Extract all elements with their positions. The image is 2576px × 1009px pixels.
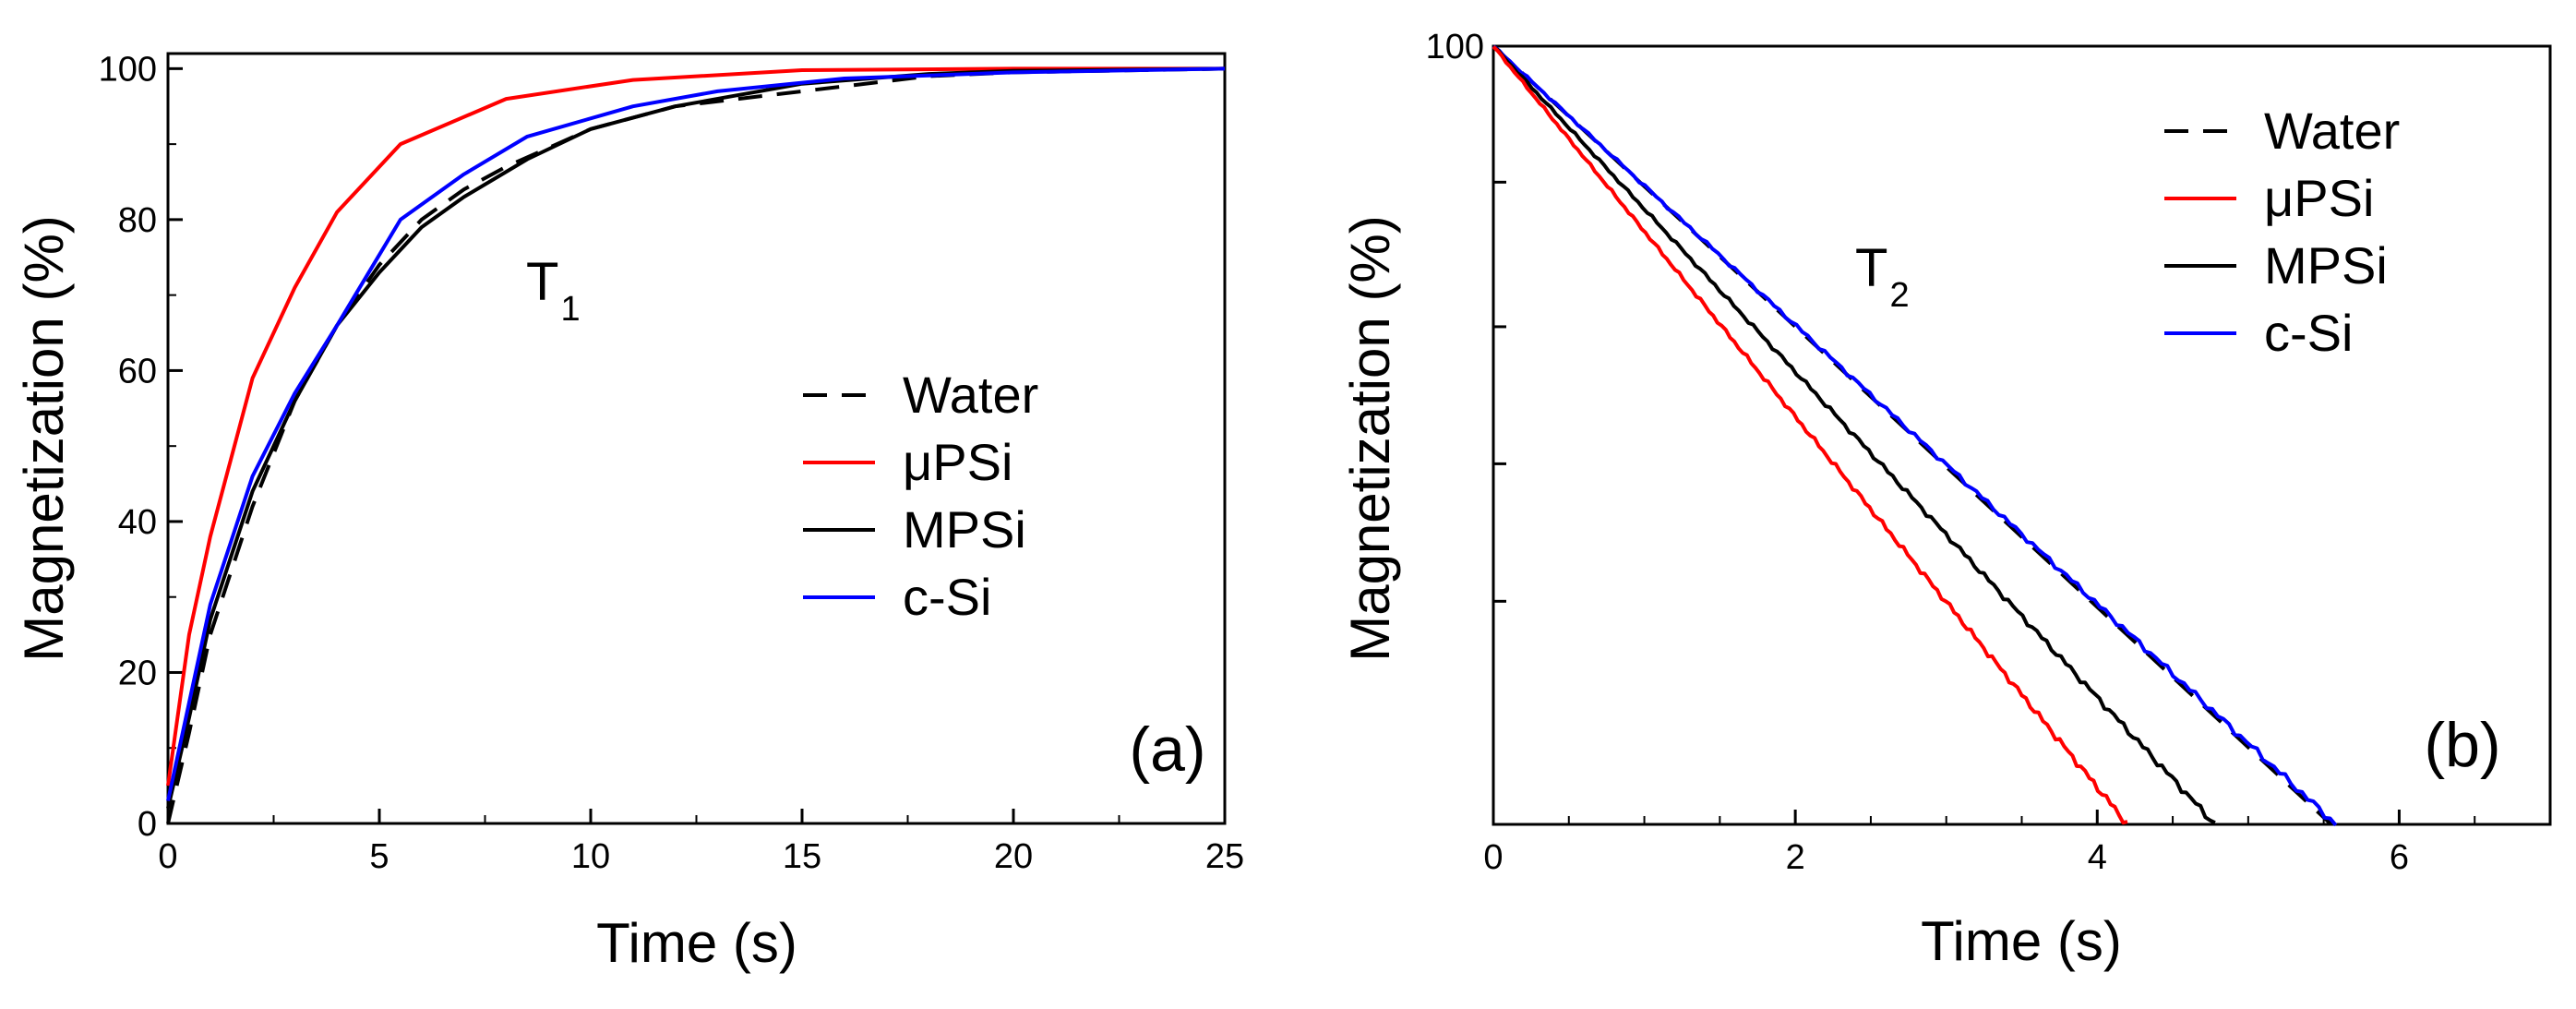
panel-a-legend-label-water: Water: [903, 366, 1038, 424]
panel-b-series-c-si: [1492, 44, 2338, 827]
panel-a-y-tick-label: 40: [118, 503, 157, 542]
panel-b-x-axis-label: Time (s): [1921, 910, 2122, 972]
panel-a-y-axis-label: Magnetization (%): [13, 215, 75, 662]
panel-a-y-tick-label: 0: [138, 805, 157, 844]
panel-b-series: [1492, 44, 2338, 827]
panel-a-y-tick-label: 20: [118, 654, 157, 692]
panel-b-y-tick-label: 100: [1426, 28, 1484, 66]
panel-b-legend-label-water: Water: [2264, 102, 2400, 160]
panel-b-x-tick-label: 4: [2088, 838, 2107, 877]
panel-a-plot-frame: [166, 52, 1227, 825]
panel-a-series-mpsi: [166, 66, 1226, 810]
panel-b-x-tick-label: 2: [1786, 838, 1805, 877]
panel-a-series-water: [166, 66, 1226, 824]
panel-a-y-tick-label: 100: [99, 50, 157, 89]
panel-a-ticks: 0 5 10 15 20 25 0 20 40 60 80 100: [99, 50, 1245, 876]
panel-a-x-tick-label: 5: [369, 837, 389, 876]
panel-b-series-mupsi: [1492, 45, 2128, 825]
panel-a-legend: Water μPSi MPSi c-Si: [803, 366, 1038, 626]
panel-b-series-water: [1492, 44, 2333, 826]
panel-b-legend-label-mpsi: MPSi: [2264, 236, 2388, 294]
panel-b-legend-label-mupsi: μPSi: [2264, 169, 2374, 227]
panel-a-y-tick-label: 80: [118, 201, 157, 240]
panel-a-y-tick-label: 60: [118, 352, 157, 390]
panel-b-x-tick-label: 6: [2390, 838, 2409, 877]
panel-a-series-mupsi: [166, 66, 1225, 787]
panel-a-legend-label-mupsi: μPSi: [903, 433, 1012, 491]
panel-a-x-tick-label: 15: [783, 837, 821, 876]
panel-a-series-c-si: [166, 66, 1226, 801]
panel-b-annotation-sub: 2: [1889, 276, 1909, 315]
panel-b-chart: 0 2 4 6 100 Water μPSi MPSi c-Si Time (s) Magne…: [1339, 28, 2552, 972]
panel-a-legend-label-c-si: c-Si: [903, 568, 991, 626]
panel-b-legend: Water μPSi MPSi c-Si: [2164, 102, 2400, 362]
panel-a-annotation: T1: [526, 252, 581, 329]
panel-b-legend-label-c-si: c-Si: [2264, 304, 2353, 362]
panel-b-plot-frame: [1492, 44, 2552, 826]
panel-a-chart: 0 5 10 15 20 25 0 20 40 60 80 100 Water μPSi MPSi c-Si…: [13, 50, 1244, 974]
panel-a-legend-label-mpsi: MPSi: [903, 500, 1026, 559]
panel-a-x-tick-label: 20: [994, 837, 1033, 876]
panel-b-x-tick-label: 0: [1483, 838, 1503, 877]
panel-a-series: [166, 66, 1226, 824]
panel-a-x-tick-label: 0: [158, 837, 177, 876]
panel-a-annotation-sub: 1: [560, 290, 580, 329]
panel-b-series-mpsi: [1492, 45, 2216, 825]
panel-b-panel-label: (b): [2424, 710, 2500, 780]
panel-a-x-axis-label: Time (s): [596, 912, 797, 974]
panel-b-annotation-main: T: [1855, 238, 1887, 298]
panel-a-panel-label: (a): [1129, 715, 1205, 785]
panel-a-annotation-main: T: [526, 252, 558, 312]
panel-b-annotation: T2: [1855, 238, 1910, 315]
panel-b-ticks: 0 2 4 6 100: [1426, 28, 2551, 877]
panel-a-x-tick-label: 25: [1205, 837, 1244, 876]
panel-b-y-axis-label: Magnetization (%): [1339, 215, 1401, 662]
panel-a-x-tick-label: 10: [571, 837, 610, 876]
